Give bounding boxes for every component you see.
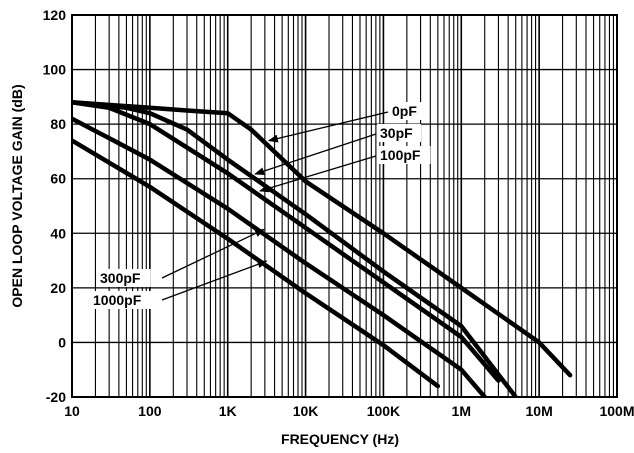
annotation-label-30pf: 30pF	[380, 125, 413, 141]
x-tick-label: 10	[64, 403, 80, 419]
x-tick-label: 100K	[367, 403, 400, 419]
y-tick-label: 80	[50, 116, 66, 132]
annotation-arrow	[161, 228, 265, 279]
y-tick-label: 20	[50, 280, 66, 296]
x-tick-label: 1K	[219, 403, 237, 419]
y-tick-label: 120	[43, 7, 67, 23]
annotation-label-100pf: 100pF	[380, 147, 421, 163]
series-line-300pf	[72, 116, 487, 397]
annotation-layer: 0pF 30pF 100pF 300pF 1000pF	[90, 102, 431, 309]
x-tick-label: 10M	[526, 403, 553, 419]
x-tick-label: 100	[138, 403, 162, 419]
series-line-0pf	[72, 100, 573, 378]
annotation-label-300pf: 300pF	[100, 270, 141, 286]
annotation-label-0pf: 0pF	[392, 103, 417, 119]
annotation-arrow	[161, 260, 268, 301]
x-tick-label: 100M	[599, 403, 634, 419]
tick-labels: 10 100 1K 10K 100K 1M 10M 100M 120 100 80 60 40 20 0 -2…	[43, 7, 634, 419]
y-tick-label: 0	[58, 334, 66, 350]
annotation-label-bg	[90, 291, 153, 309]
series-line-100pf	[72, 100, 501, 383]
annotation-label-bg	[97, 269, 151, 287]
series-line-30pf	[72, 100, 518, 397]
x-tick-label: 1M	[452, 403, 471, 419]
annotation-label-1000pf: 1000pF	[93, 292, 142, 308]
annotation-label-bg	[377, 124, 421, 142]
plot-frame	[71, 14, 618, 398]
series-layer	[72, 100, 573, 397]
y-tick-label: 60	[50, 171, 66, 187]
y-axis-label: OPEN LOOP VOLTAGE GAIN (dB)	[9, 84, 25, 307]
annotation-arrow	[254, 133, 377, 176]
annotation-arrow	[267, 111, 389, 143]
y-tick-label: 100	[43, 62, 67, 78]
annotation-arrow	[258, 155, 377, 193]
x-tick-label: 10K	[293, 403, 319, 419]
annotation-label-bg	[377, 146, 431, 164]
annotation-label-bg	[389, 102, 424, 120]
x-axis-label: FREQUENCY (Hz)	[281, 431, 399, 447]
y-tick-label: -20	[46, 389, 66, 405]
y-tick-label: 40	[50, 225, 66, 241]
